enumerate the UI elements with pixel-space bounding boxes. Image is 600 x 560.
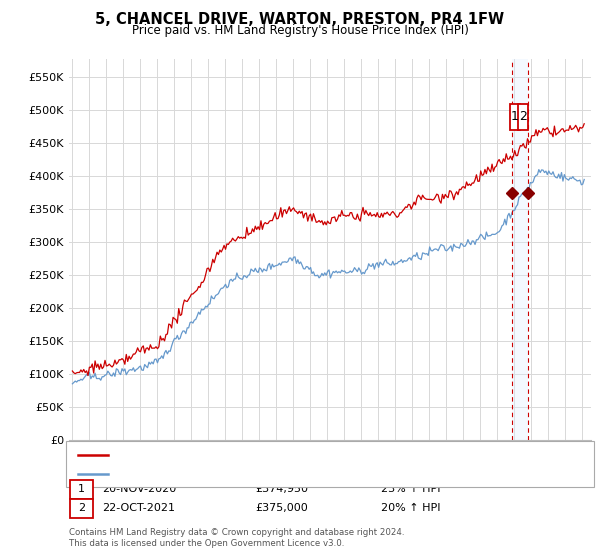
Bar xyxy=(512,59,528,440)
Text: Contains HM Land Registry data © Crown copyright and database right 2024.
This d: Contains HM Land Registry data © Crown c… xyxy=(69,528,404,548)
Text: £375,000: £375,000 xyxy=(255,503,308,514)
Text: 1: 1 xyxy=(78,484,85,494)
Text: £374,950: £374,950 xyxy=(255,484,308,494)
Text: Price paid vs. HM Land Registry's House Price Index (HPI): Price paid vs. HM Land Registry's House … xyxy=(131,24,469,37)
Text: 2: 2 xyxy=(78,503,85,514)
Text: 23% ↑ HPI: 23% ↑ HPI xyxy=(381,484,440,494)
Text: 2: 2 xyxy=(519,110,527,123)
Text: 20% ↑ HPI: 20% ↑ HPI xyxy=(381,503,440,514)
Text: 5, CHANCEL DRIVE, WARTON, PRESTON, PR4 1FW (detached house): 5, CHANCEL DRIVE, WARTON, PRESTON, PR4 1… xyxy=(114,450,467,460)
Text: 5, CHANCEL DRIVE, WARTON, PRESTON, PR4 1FW: 5, CHANCEL DRIVE, WARTON, PRESTON, PR4 1… xyxy=(95,12,505,27)
FancyBboxPatch shape xyxy=(518,104,528,130)
Text: 1: 1 xyxy=(511,110,518,123)
Text: HPI: Average price, detached house, Fylde: HPI: Average price, detached house, Fyld… xyxy=(114,469,334,479)
Text: 22-OCT-2021: 22-OCT-2021 xyxy=(102,503,175,514)
FancyBboxPatch shape xyxy=(509,104,520,130)
Text: 20-NOV-2020: 20-NOV-2020 xyxy=(102,484,176,494)
